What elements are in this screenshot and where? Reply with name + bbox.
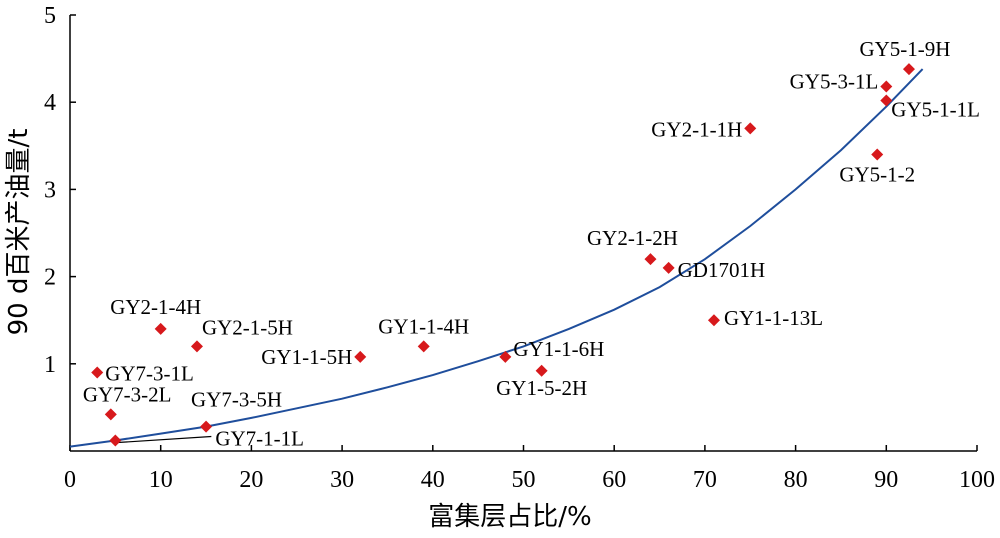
point-label: GY1-1-13L: [724, 306, 823, 330]
point-label: GY2-1-5H: [202, 315, 293, 339]
data-point-marker: [91, 366, 104, 379]
fit-curve-layer: [69, 68, 924, 448]
data-point-marker: [499, 350, 512, 363]
data-point-marker: [880, 80, 893, 93]
data-point-marker: [190, 340, 203, 353]
data-point-marker: [535, 364, 548, 377]
point-label: GY2-1-2H: [587, 226, 678, 250]
point-label: GY2-1-4H: [110, 295, 201, 319]
x-axis-title: 富集层占比/%: [428, 502, 591, 532]
x-tick-label: 70: [693, 467, 717, 493]
data-point-marker: [417, 340, 430, 353]
x-tick-label: 20: [239, 467, 263, 493]
point-label: GY1-1-4H: [378, 314, 469, 338]
x-tick-label: 0: [64, 467, 76, 493]
point-label: GY5-1-1L: [891, 97, 980, 121]
point-label: GD1701H: [678, 258, 766, 282]
point-label: GY2-1-1H: [651, 117, 742, 141]
data-point-marker: [644, 253, 657, 266]
point-label: GY7-3-2L: [83, 382, 172, 406]
data-points: [91, 63, 915, 447]
data-point-marker: [354, 350, 367, 363]
y-tick-label: 5: [44, 3, 56, 29]
x-tick-label: 40: [421, 467, 445, 493]
x-tick-label: 50: [512, 467, 536, 493]
data-point-marker: [744, 122, 757, 135]
point-label: GY5-1-2: [839, 163, 915, 187]
data-point-marker: [902, 63, 915, 76]
point-label: GY1-1-6H: [513, 337, 604, 361]
x-tick-label: 80: [784, 467, 808, 493]
data-point-marker: [200, 420, 213, 433]
x-tick-label: 30: [330, 467, 354, 493]
point-label: GY7-3-1L: [105, 362, 194, 386]
axes: 0 10 20 30 40 50 60 70 80 90 100 1 2 3 4 5: [44, 3, 995, 493]
point-label: GY1-1-5H: [261, 345, 352, 369]
data-point-marker: [662, 261, 675, 274]
data-point-marker: [871, 148, 884, 161]
point-label: GY7-1-1L: [215, 427, 304, 451]
data-point-marker: [707, 314, 720, 327]
data-point-marker: [109, 434, 122, 447]
y-tick-label: 1: [44, 352, 56, 378]
y-tick-label: 4: [44, 90, 56, 116]
data-point-marker: [154, 322, 167, 335]
y-tick-label: 3: [44, 177, 56, 203]
data-point-marker: [104, 408, 117, 421]
x-tick-label: 60: [602, 467, 626, 493]
y-axis-title: 90 d百米产油量/t: [4, 129, 34, 336]
data-point-marker: [880, 94, 893, 107]
x-tick-label: 90: [874, 467, 898, 493]
x-tick-label: 10: [149, 467, 173, 493]
point-label: GY5-1-9H: [859, 37, 950, 61]
leader-lines: [117, 435, 212, 444]
point-label: GY1-5-2H: [496, 376, 587, 400]
point-label: GY5-3-1L: [790, 70, 879, 94]
x-tick-label: 100: [959, 467, 995, 493]
point-label: GY7-3-5H: [191, 388, 282, 412]
y-tick-label: 2: [44, 265, 56, 291]
fit-curve: [69, 68, 924, 448]
leader-line: [117, 435, 212, 444]
